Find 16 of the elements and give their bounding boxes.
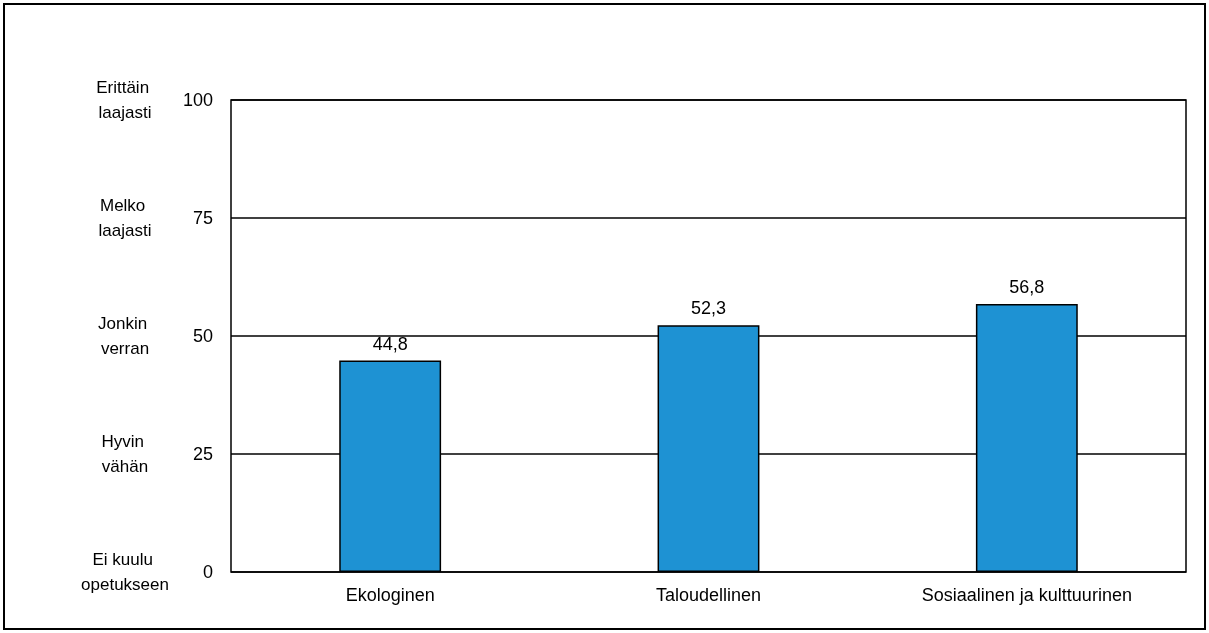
text: Melko laajasti <box>98 196 152 240</box>
text: Ei kuulu opetukseen <box>81 550 169 594</box>
data-label: 52,3 <box>690 298 727 319</box>
x-tick-label: Ekologinen <box>345 585 435 605</box>
y-tick-label: 75 <box>192 208 213 228</box>
x-tick-label: Sosiaalinen ja kulttuurinen <box>921 585 1132 605</box>
text: Hyvin vähän <box>101 432 149 476</box>
y-tick-label: 0 <box>202 562 213 582</box>
y-tick-label: 25 <box>192 444 213 464</box>
y-tick-label: 50 <box>192 326 213 346</box>
text: Erittäin laajasti <box>96 78 154 122</box>
y-tick-label: 100 <box>182 90 213 110</box>
data-label: 56,8 <box>1009 276 1045 297</box>
text: Jonkin verran <box>98 314 152 358</box>
x-tick-label: Taloudellinen <box>655 585 762 605</box>
data-label: 44,8 <box>372 333 408 354</box>
